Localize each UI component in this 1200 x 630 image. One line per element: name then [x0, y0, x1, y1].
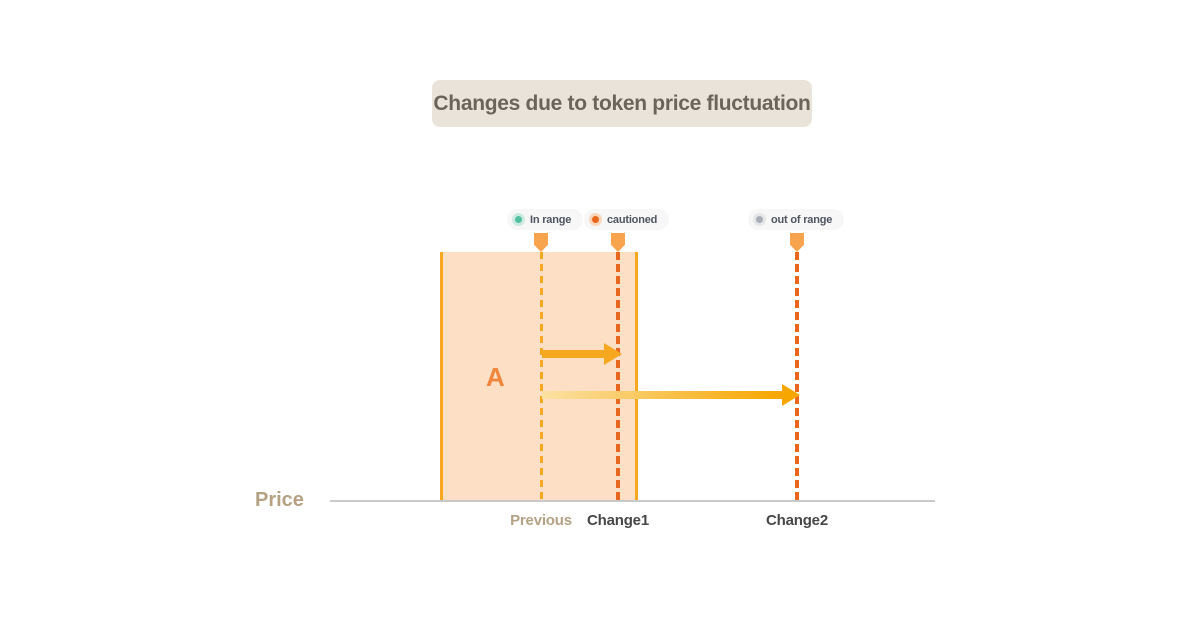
change1-price-line: [616, 252, 620, 500]
price-axis-title: Price: [255, 489, 304, 511]
legend-label: cautioned: [607, 213, 658, 226]
liquidity-range-region: [440, 252, 638, 500]
legend-label: out of range: [771, 213, 833, 226]
out-of-range-dot-icon: [756, 216, 763, 223]
range-letter-label: A: [486, 362, 505, 392]
change1-pin-icon: [611, 233, 625, 252]
legend-label: In range: [530, 213, 572, 226]
legend-item-cautioned: cautioned: [584, 209, 670, 230]
price-axis-line: [330, 500, 935, 502]
legend-item-in-range: In range: [507, 209, 584, 230]
arrow-to-change2: [542, 391, 782, 399]
change2-price-line: [795, 252, 799, 500]
title-banner: Changes due to token price fluctuation: [432, 80, 812, 127]
x-label-change2: Change2: [766, 512, 828, 529]
legend-item-out-of-range: out of range: [748, 209, 845, 230]
page-title: Changes due to token price fluctuation: [433, 91, 811, 115]
previous-pin-icon: [534, 233, 548, 252]
cautioned-dot-icon: [592, 216, 599, 223]
previous-price-line: [540, 252, 543, 500]
in-range-dot-icon: [515, 216, 522, 223]
arrow-to-change1: [542, 350, 604, 358]
x-label-change1: Change1: [587, 512, 649, 529]
x-label-previous: Previous: [510, 512, 572, 529]
arrow-to-change2-head-icon: [782, 384, 800, 406]
arrow-to-change1-head-icon: [604, 343, 622, 365]
change2-pin-icon: [790, 233, 804, 252]
